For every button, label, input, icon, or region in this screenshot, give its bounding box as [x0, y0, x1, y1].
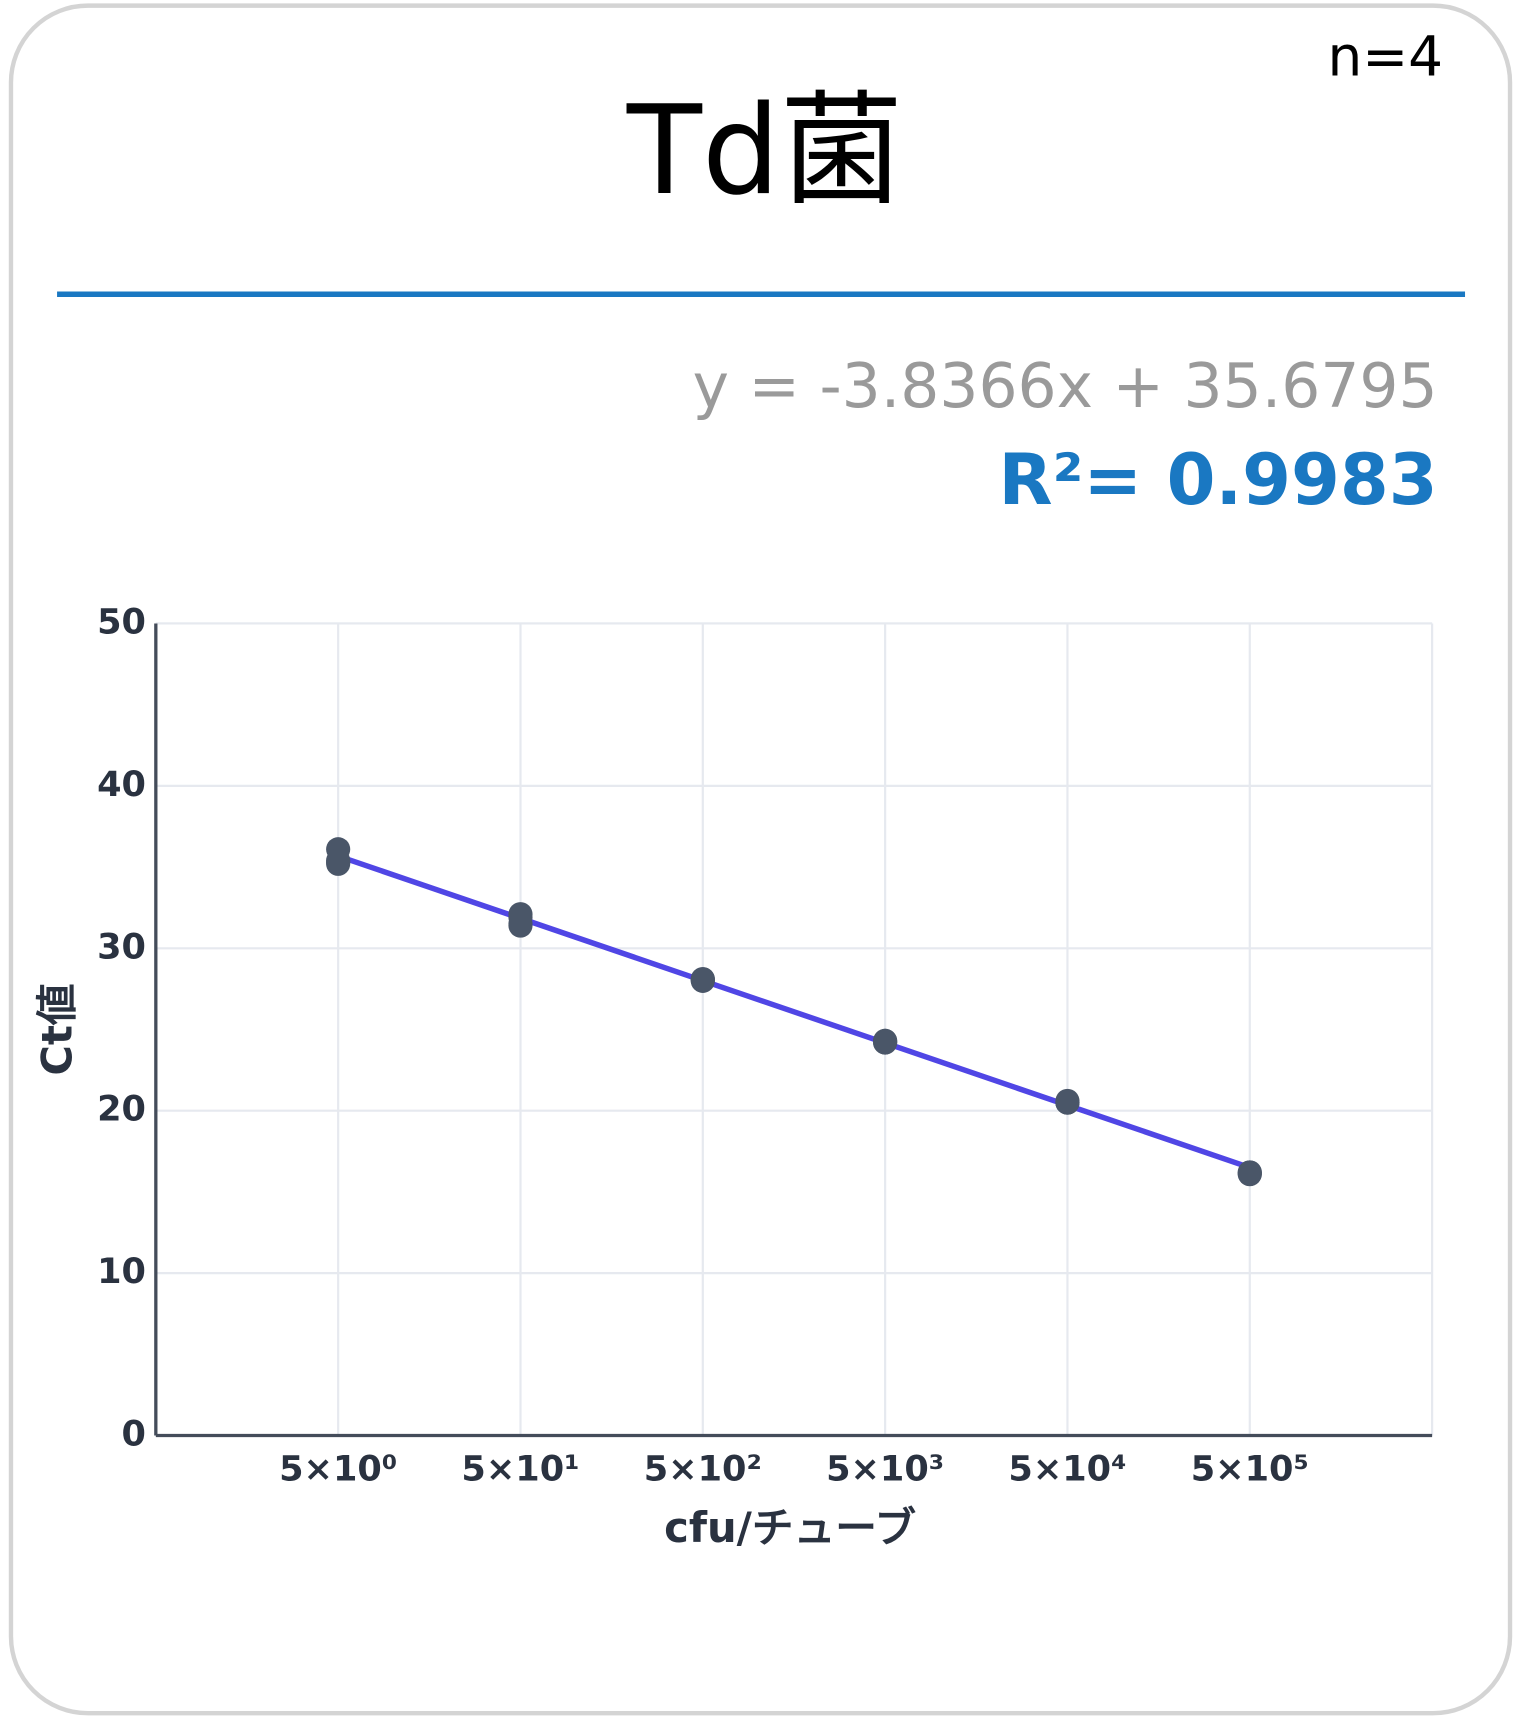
x-tick-label: 5×10²	[644, 1449, 762, 1490]
plot: 0 10 20 30 40 50 5×10⁰ 5×10¹ 5×10² 5×10³ 5×10⁴ 5×10…	[97, 601, 1434, 1490]
data-point	[326, 850, 351, 875]
data-point	[508, 911, 533, 937]
y-tick-label: 30	[97, 926, 146, 967]
equation: y = -3.8366x + 35.6795	[693, 351, 1438, 422]
sample-size: n=4	[1327, 25, 1443, 89]
x-tick-label: 5×10¹	[461, 1449, 579, 1490]
data-point	[1055, 1090, 1080, 1115]
y-tick-label: 0	[122, 1414, 146, 1455]
x-tick-label: 5×10⁰	[279, 1449, 397, 1490]
x-tick-label: 5×10⁵	[1191, 1449, 1309, 1490]
y-tick-label: 20	[97, 1089, 146, 1130]
x-tick-label: 5×10³	[826, 1449, 944, 1490]
data-point	[690, 967, 715, 992]
title: Td菌	[626, 79, 903, 222]
y-tick-label: 40	[97, 764, 146, 805]
x-tick-label: 5×10⁴	[1008, 1449, 1126, 1490]
x-axis-label: cfu/チューブ	[664, 1503, 916, 1552]
fit-line	[337, 853, 1251, 1171]
card-border	[8, 3, 1513, 1716]
y-tick-label: 50	[97, 601, 146, 642]
y-tick-label: 10	[97, 1251, 146, 1292]
r-squared: R²= 0.9983	[999, 439, 1438, 521]
y-axis-label: Ct値	[32, 983, 81, 1075]
data-point	[1237, 1161, 1262, 1187]
data-point	[873, 1030, 898, 1055]
